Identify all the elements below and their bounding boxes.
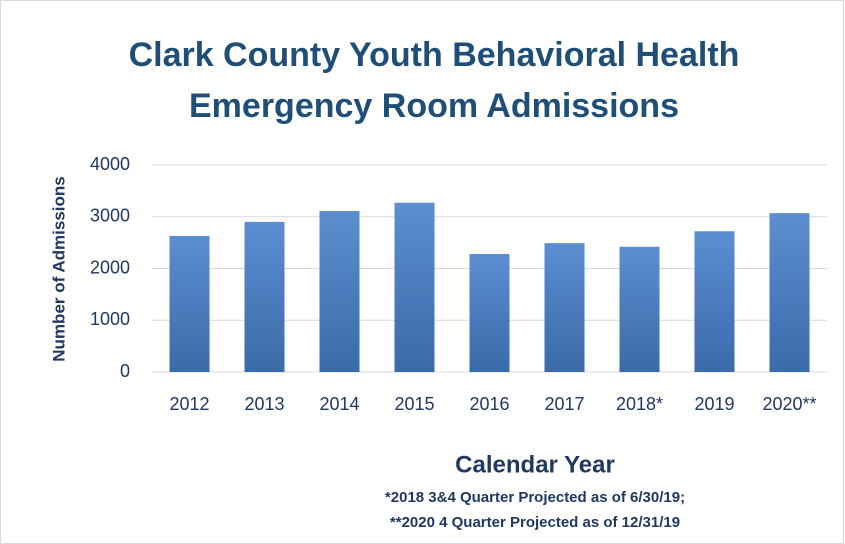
bar [394, 202, 435, 372]
y-tick-label: 1000 [90, 309, 130, 329]
chart-title: Emergency Room Admissions [189, 87, 679, 125]
footnote: *2018 3&4 Quarter Projected as of 6/30/1… [385, 489, 685, 506]
y-tick-label: 3000 [90, 206, 130, 226]
y-tick-label: 4000 [90, 154, 130, 174]
bar [469, 254, 510, 372]
y-tick-label: 2000 [90, 257, 130, 277]
bar [619, 246, 660, 372]
y-axis-title: Number of Admissions [49, 176, 68, 361]
x-axis-title: Calendar Year [455, 451, 615, 478]
x-tick-label: 2018* [616, 394, 663, 414]
footnote: **2020 4 Quarter Projected as of 12/31/1… [390, 514, 680, 531]
bar [244, 221, 285, 372]
x-tick-label: 2014 [319, 394, 359, 414]
bar [169, 235, 210, 372]
x-tick-label: 2013 [244, 394, 284, 414]
x-tick-label: 2012 [169, 394, 209, 414]
x-tick-label: 2015 [394, 394, 434, 414]
x-tick-label: 2016 [469, 394, 509, 414]
chart-title: Clark County Youth Behavioral Health [129, 36, 740, 74]
bar [544, 243, 585, 372]
y-tick-label: 0 [120, 361, 130, 381]
x-tick-label: 2020** [762, 394, 816, 414]
bar [769, 213, 810, 372]
x-tick-label: 2019 [694, 394, 734, 414]
x-tick-label: 2017 [544, 394, 584, 414]
bar [319, 211, 360, 372]
bar [694, 231, 735, 372]
